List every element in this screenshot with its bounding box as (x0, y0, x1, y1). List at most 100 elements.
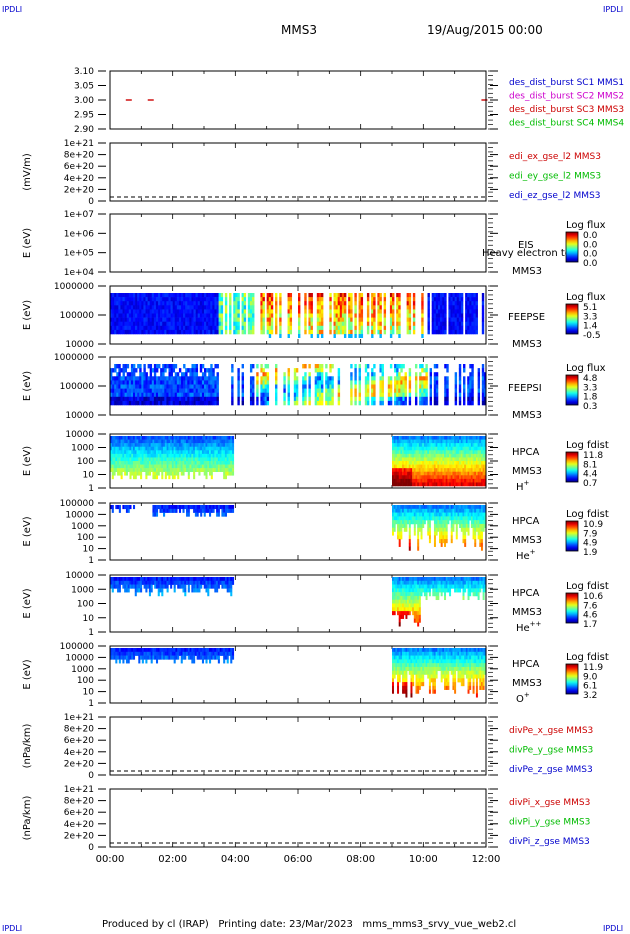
heatmap-cell (404, 384, 407, 389)
heatmap-cell (262, 305, 265, 310)
heatmap-cell (195, 400, 199, 406)
heatmap-cell (178, 309, 182, 314)
heatmap-cell (464, 443, 467, 448)
heatmap-cell (440, 505, 443, 510)
panel-frame (109, 285, 487, 345)
heatmap-cell (393, 446, 396, 451)
heatmap-cell (400, 512, 403, 517)
heatmap-cell (132, 471, 136, 476)
heatmap-cell (158, 384, 161, 389)
heatmap-cell (198, 471, 201, 476)
heatmap-cell (164, 453, 167, 458)
heatmap-cell (117, 453, 120, 458)
heatmap-cell (224, 301, 228, 306)
header-corner-tr: IPDLI (603, 5, 624, 14)
heatmap-cell (350, 376, 353, 381)
heatmap-cell (465, 439, 468, 444)
heatmap-cell (396, 305, 399, 310)
heatmap-cell (373, 392, 376, 398)
heatmap-cell (437, 293, 441, 298)
heatmap-cell (398, 457, 401, 462)
heatmap-cell (164, 471, 167, 476)
heatmap-cell (262, 301, 265, 306)
heatmap-cell (462, 478, 465, 483)
heatmap-cell (467, 439, 470, 444)
heatmap-cell (414, 396, 418, 402)
heatmap-cell (191, 396, 194, 402)
heatmap-cell (302, 376, 305, 381)
heatmap-cell (400, 461, 403, 465)
heatmap-cell (197, 321, 201, 327)
heatmap-cell (132, 396, 136, 402)
heatmap-cell (425, 443, 428, 448)
heatmap-cell (232, 436, 235, 440)
heatmap-cell (435, 512, 438, 517)
heatmap-cell (168, 439, 171, 444)
heatmap-cell (481, 305, 485, 310)
heatmap-cell (392, 443, 394, 448)
heatmap-cell (397, 512, 400, 517)
heatmap-cell (373, 372, 376, 377)
heatmap-cell (415, 516, 418, 521)
heatmap-cell (350, 297, 353, 302)
heatmap-cell (212, 508, 215, 513)
heatmap-cell (298, 329, 301, 335)
y-tick-label: 2.90 (74, 125, 94, 135)
heatmap-cell (410, 468, 413, 473)
heatmap-cell (308, 388, 311, 393)
heatmap-cell (214, 457, 217, 462)
heatmap-cell (408, 542, 411, 547)
heatmap-cell (408, 457, 411, 462)
heatmap-cell (204, 297, 207, 302)
y-tick-label: 1000000 (54, 353, 94, 363)
heatmap-cell (189, 325, 192, 331)
heatmap-cell (120, 436, 123, 440)
heatmap-cell (373, 388, 376, 393)
heatmap-cell (130, 396, 134, 402)
heatmap-cell (275, 396, 278, 402)
spacecraft-label: MMS3 (512, 410, 542, 421)
heatmap-cell (383, 313, 387, 318)
panel-frame (109, 788, 487, 848)
heatmap-cell (143, 392, 146, 398)
heatmap-cell (481, 329, 485, 335)
heatmap-cell (132, 376, 136, 381)
heatmap-cell (134, 443, 137, 448)
heatmap-cell (214, 309, 217, 314)
heatmap-cell (364, 368, 368, 373)
heatmap-cell (449, 461, 452, 465)
heatmap-cell (481, 376, 485, 381)
heatmap-cell (252, 301, 255, 306)
heatmap-cell (335, 325, 338, 331)
heatmap-cell (124, 400, 128, 406)
heatmap-cell (425, 457, 428, 462)
heatmap-cell (128, 325, 132, 331)
heatmap-cell (216, 388, 219, 393)
heatmap-cell (467, 475, 470, 480)
heatmap-cell (115, 468, 118, 473)
heatmap-cell (333, 305, 336, 310)
heatmap-cell (329, 364, 332, 369)
heatmap-cell (120, 293, 123, 298)
heatmap-cell (126, 376, 130, 381)
heatmap-cell (450, 321, 453, 327)
heatmap-cell (183, 392, 186, 398)
heatmap-cell (168, 443, 171, 448)
heatmap-cell (125, 439, 128, 444)
heatmap-cell (207, 439, 210, 444)
heatmap-cell (419, 376, 422, 381)
heatmap-cell (444, 450, 447, 455)
heatmap-cell (184, 461, 187, 465)
heatmap-cell (136, 468, 139, 473)
heatmap-cell (432, 508, 435, 513)
heatmap-cell (392, 321, 395, 327)
heatmap-cell (197, 309, 201, 314)
heatmap-cell (358, 309, 361, 314)
heatmap-cell (178, 321, 182, 327)
heatmap-cell (467, 512, 470, 517)
heatmap-cell (477, 368, 481, 373)
heatmap-cell (289, 321, 293, 327)
heatmap-cell (158, 305, 161, 310)
heatmap-cell (174, 301, 178, 306)
heatmap-cell (471, 321, 474, 327)
